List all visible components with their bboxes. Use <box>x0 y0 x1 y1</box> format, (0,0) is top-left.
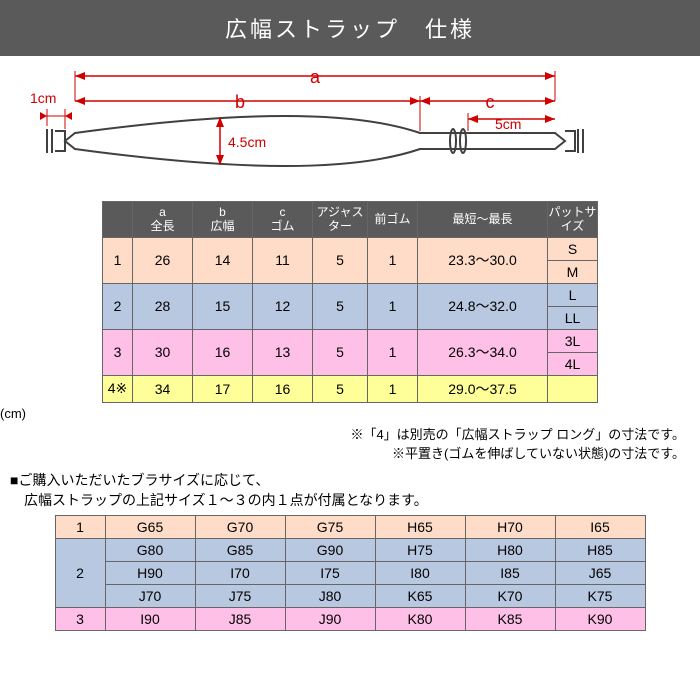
footnote-2: ※平置き(ゴムを伸ばしていない状態)の寸法です。 <box>0 443 685 462</box>
footnotes: ※「4」は別売の「広幅ストラップ ロング」の寸法です。 ※平置き(ゴムを伸ばして… <box>0 424 685 462</box>
size-table: 1G65G70G75H65H70I652G80G85G90H75H80H85H9… <box>55 515 646 631</box>
svg-text:b: b <box>235 92 245 112</box>
unit-label: (cm) <box>0 406 26 421</box>
page-title: 広幅ストラップ 仕様 <box>0 0 700 56</box>
svg-text:c: c <box>486 92 495 112</box>
purchase-info: ■ご購入いただいたブラサイズに応じて、 広幅ストラップの上記サイズ１～３の内１点… <box>10 470 690 510</box>
spec-table-wrap: a 全長b 広幅c ゴムアジャスター前ゴム最短～最長パットサイズ12614115… <box>0 201 700 421</box>
strap-diagram: a b c 1cm 5cm 4.5cm <box>0 61 680 191</box>
svg-text:4.5cm: 4.5cm <box>228 134 266 150</box>
svg-text:a: a <box>310 67 321 87</box>
spec-table: a 全長b 広幅c ゴムアジャスター前ゴム最短～最長パットサイズ12614115… <box>102 201 598 403</box>
footnote-1: ※「4」は別売の「広幅ストラップ ロング」の寸法です。 <box>0 424 685 443</box>
svg-text:1cm: 1cm <box>30 90 56 106</box>
svg-text:5cm: 5cm <box>495 116 521 132</box>
